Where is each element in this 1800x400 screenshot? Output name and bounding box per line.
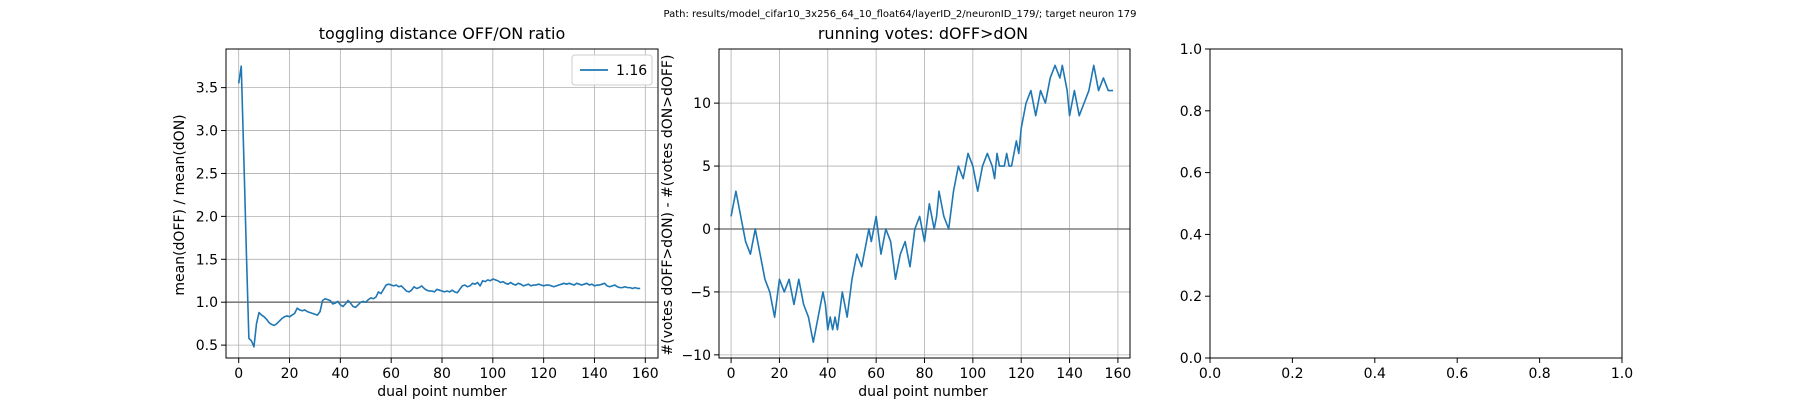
ratio-chart-xtick-label: 60: [382, 366, 400, 382]
ratio-chart-legend-label: 1.16: [616, 63, 647, 79]
votes-chart-title: running votes: dOFF>dON: [818, 24, 1028, 43]
ratio-chart-xlabel: dual point number: [377, 384, 507, 400]
votes-chart-xtick-label: 80: [916, 366, 934, 382]
votes-chart-ytick-label: 10: [693, 96, 711, 112]
ratio-chart-title: toggling distance OFF/ON ratio: [319, 24, 565, 43]
empty-chart-frame: [1209, 48, 1623, 359]
ratio-chart-ytick-label: 1.0: [196, 295, 218, 311]
empty-chart-ytick-label: 0.0: [1180, 351, 1202, 367]
ratio-chart-xtick-label: 160: [632, 366, 659, 382]
ratio-chart-ytick-label: 3.0: [196, 124, 218, 140]
votes-chart-xtick-label: 60: [867, 366, 885, 382]
ratio-chart-xtick-label: 120: [530, 366, 557, 382]
votes-chart-xtick-label: 100: [959, 366, 986, 382]
ratio-chart-ytick-label: 0.5: [196, 338, 218, 354]
empty-chart-ytick-label: 1.0: [1180, 42, 1202, 58]
ratio-chart-ytick-label: 2.0: [196, 209, 218, 225]
ratio-chart-xtick-label: 100: [479, 366, 506, 382]
ratio-chart-xtick-label: 140: [581, 366, 608, 382]
empty-chart-ytick-label: 0.2: [1180, 289, 1202, 305]
votes-chart-ytick-label: 5: [702, 159, 711, 175]
empty-chart-xtick-label: 0.2: [1281, 366, 1303, 382]
votes-chart-xtick-label: 40: [819, 366, 837, 382]
votes-chart-xtick-label: 140: [1056, 366, 1083, 382]
empty-chart-xtick-label: 0.0: [1199, 366, 1221, 382]
empty-chart-xtick-label: 0.8: [1528, 366, 1550, 382]
ratio-chart-ytick-label: 3.5: [196, 81, 218, 97]
empty-chart-xtick-label: 0.6: [1446, 366, 1468, 382]
votes-chart-xtick-label: 0: [727, 366, 736, 382]
votes-chart-ytick-label: 0: [702, 222, 711, 238]
ratio-chart-ytick-label: 2.5: [196, 166, 218, 182]
ratio-chart-series-line: [237, 65, 641, 348]
empty-chart-xtick-label: 0.4: [1364, 366, 1386, 382]
empty-chart-ytick-label: 0.8: [1180, 104, 1202, 120]
empty-chart-ytick-label: 0.6: [1180, 166, 1202, 182]
ratio-chart-ytick-label: 1.5: [196, 252, 218, 268]
votes-chart-xtick-label: 20: [771, 366, 789, 382]
votes-chart-xtick-label: 120: [1008, 366, 1035, 382]
votes-chart-ytick-label: −10: [681, 348, 711, 364]
empty-chart: 0.0 0.2 0.4 0.6 0.8 1.0 0.0 0.2 0.4 0.6 0.8 1.0: [1180, 42, 1633, 382]
votes-chart-series-line: [730, 64, 1114, 344]
ratio-chart-xtick-label: 0: [234, 366, 243, 382]
empty-chart-ytick-label: 0.4: [1180, 227, 1202, 243]
ratio-chart-ylabel: mean(dOFF) / mean(dON): [172, 114, 188, 295]
votes-chart-xtick-label: 160: [1105, 366, 1132, 382]
ratio-chart-legend: 1.16: [571, 54, 653, 86]
ratio-chart-xtick-label: 20: [281, 366, 299, 382]
ratio-chart-xtick-label: 40: [331, 366, 349, 382]
ratio-chart-legend-box: [571, 54, 653, 86]
ratio-chart-xtick-label: 80: [433, 366, 451, 382]
ratio-chart: toggling distance OFF/ON ratio dual poin…: [172, 24, 659, 400]
votes-chart-ylabel: #(votes dOFF>dON) - #(votes dON>dOFF): [660, 55, 676, 356]
votes-chart: running votes: dOFF>dON dual point numbe…: [660, 24, 1131, 400]
votes-chart-xlabel: dual point number: [858, 384, 988, 400]
empty-chart-xtick-label: 1.0: [1611, 366, 1633, 382]
figure-suptitle: Path: results/model_cifar10_3x256_64_10_…: [664, 9, 1137, 20]
votes-chart-ytick-label: −5: [690, 285, 711, 301]
